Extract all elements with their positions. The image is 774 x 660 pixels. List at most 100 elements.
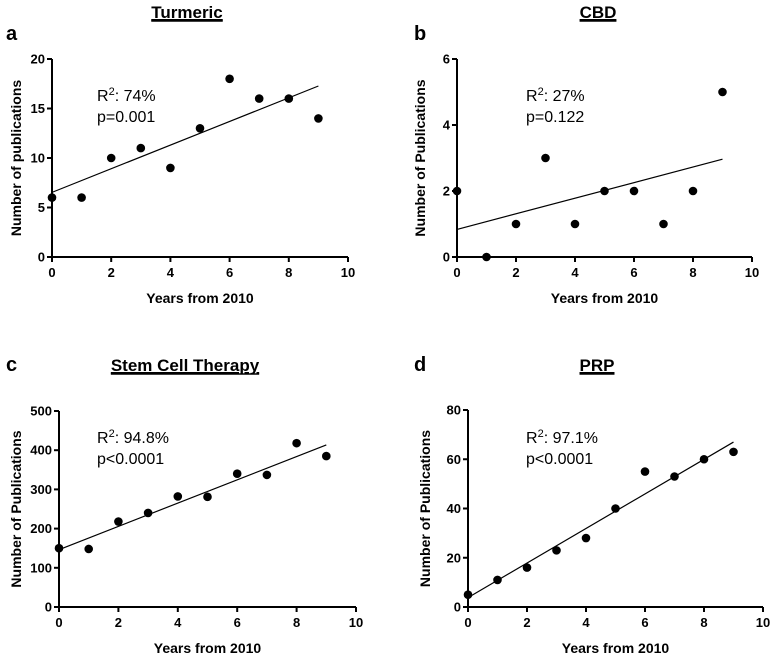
r2-annotation: R2: 27% — [526, 86, 585, 105]
chart-title: PRP — [580, 356, 615, 375]
x-tick-label: 8 — [285, 265, 292, 280]
data-point — [143, 508, 153, 518]
trend-line — [467, 441, 734, 599]
x-tick-label: 6 — [226, 265, 233, 280]
x-tick-label: 0 — [48, 265, 55, 280]
data-point — [225, 74, 234, 84]
y-tick-label: 15 — [31, 101, 45, 116]
data-point — [570, 219, 580, 229]
r2-value: : 97.1% — [544, 430, 598, 447]
data-point — [463, 590, 473, 599]
x-tick-label: 8 — [700, 615, 707, 630]
panel-d: d PRP 0 20 40 60 80 0 2 4 6 8 10 Years from 2010 Numbe… — [414, 354, 770, 656]
x-axis-label: Years from 2010 — [551, 290, 659, 306]
y-tick-label: 5 — [38, 200, 45, 215]
y-tick-label: 60 — [447, 452, 461, 467]
data-point — [84, 544, 93, 554]
panel-a: a Turmeric 0 5 10 15 20 0 2 4 6 8 10 Years from 2010 N… — [6, 3, 355, 306]
r2-prefix: R — [97, 88, 109, 105]
data-point — [136, 143, 146, 153]
data-point — [629, 186, 639, 196]
y-tick-label: 20 — [31, 52, 45, 67]
y-tick-label: 300 — [30, 482, 52, 497]
x-tick-label: 2 — [523, 615, 530, 630]
x-tick-label: 6 — [630, 265, 637, 280]
x-tick-label: 4 — [167, 265, 175, 280]
y-tick-label: 2 — [443, 184, 450, 199]
x-tick-label: 4 — [582, 615, 590, 630]
data-point — [254, 94, 264, 103]
data-point — [718, 87, 727, 97]
x-tick-label: 6 — [641, 615, 648, 630]
panel-label: d — [414, 354, 426, 376]
trend-line — [456, 158, 723, 230]
x-tick-label: 8 — [689, 265, 696, 280]
y-tick-label: 0 — [454, 600, 461, 615]
panel-label: a — [6, 23, 18, 45]
y-tick-label: 200 — [30, 521, 52, 536]
y-axis-label: Number of Publications — [417, 430, 433, 587]
data-point — [511, 219, 521, 229]
data-point — [166, 163, 175, 173]
trend-line — [51, 85, 319, 193]
chart-title: CBD — [580, 3, 617, 22]
data-point — [611, 504, 620, 513]
x-tick-label: 0 — [55, 615, 62, 630]
panel-label: c — [6, 354, 17, 376]
chart-title: Turmeric — [151, 3, 223, 22]
data-point — [322, 451, 331, 461]
data-point — [600, 186, 609, 196]
y-axis-label: Number of Publications — [412, 79, 428, 236]
data-point — [195, 124, 205, 133]
x-tick-label: 4 — [174, 615, 182, 630]
r2-prefix: R — [526, 88, 538, 105]
x-tick-label: 10 — [341, 265, 355, 280]
panel-c: c Stem Cell Therapy 0 100 200 300 400 500 0 2 4 6 8 1… — [6, 354, 363, 656]
x-tick-label: 2 — [512, 265, 519, 280]
y-tick-label: 500 — [30, 404, 52, 419]
y-tick-label: 20 — [447, 550, 461, 565]
r2-value: : 94.8% — [115, 430, 169, 447]
x-tick-label: 4 — [571, 265, 579, 280]
r2-prefix: R — [97, 430, 109, 447]
data-point — [114, 517, 123, 526]
data-point — [47, 193, 57, 202]
panel-b: b CBD 0 2 4 6 0 2 4 6 8 10 Years from 2010 Number of … — [412, 3, 759, 306]
y-axis-label: Number of publications — [8, 80, 24, 237]
x-tick-label: 2 — [115, 615, 122, 630]
x-tick-label: 2 — [108, 265, 115, 280]
data-point — [670, 472, 679, 481]
data-point — [284, 94, 294, 103]
data-point — [452, 186, 462, 196]
x-tick-label: 0 — [453, 265, 460, 280]
r2-superscript: 2 — [109, 86, 115, 98]
x-tick-label: 6 — [234, 615, 241, 630]
p-value-annotation: p<0.0001 — [97, 451, 164, 468]
y-tick-label: 0 — [443, 250, 450, 265]
panel-label: b — [414, 23, 426, 45]
data-point — [659, 219, 668, 229]
data-point — [106, 153, 116, 163]
x-axis-label: Years from 2010 — [146, 290, 254, 306]
data-point — [314, 114, 323, 123]
y-tick-label: 100 — [30, 560, 52, 575]
r2-value: : 27% — [544, 88, 585, 105]
x-tick-label: 10 — [756, 615, 770, 630]
r2-superscript: 2 — [109, 428, 115, 440]
y-tick-label: 10 — [31, 151, 45, 166]
r2-annotation: R2: 74% — [97, 86, 156, 105]
r2-superscript: 2 — [538, 86, 544, 98]
x-tick-label: 8 — [293, 615, 300, 630]
data-point — [292, 438, 301, 448]
data-point — [54, 543, 64, 553]
data-point — [640, 467, 650, 476]
y-tick-label: 4 — [443, 118, 451, 133]
data-point — [482, 252, 491, 262]
data-point — [541, 153, 550, 163]
x-tick-label: 10 — [745, 265, 759, 280]
x-tick-label: 10 — [349, 615, 363, 630]
data-point — [262, 470, 272, 480]
data-point — [699, 454, 709, 464]
x-axis-label: Years from 2010 — [154, 640, 262, 656]
